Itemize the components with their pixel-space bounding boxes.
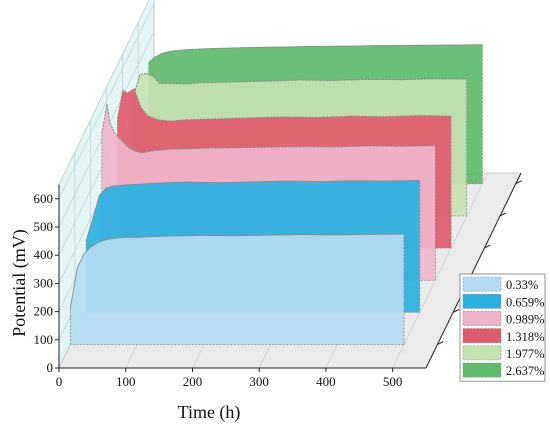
depth-tick-mark bbox=[484, 244, 491, 249]
legend-label: 0.659% bbox=[506, 295, 545, 309]
x-tick-label: 200 bbox=[183, 374, 203, 389]
series-area-1 bbox=[70, 233, 405, 346]
legend-label: 2.637% bbox=[506, 364, 545, 378]
series-line-2 bbox=[85, 179, 420, 241]
y-tick-label: 300 bbox=[34, 275, 54, 290]
series-line-1 bbox=[69, 233, 405, 308]
x-tick-label: 500 bbox=[383, 374, 403, 389]
y-tick-label: 0 bbox=[47, 360, 54, 375]
x-axis-title: Time (h) bbox=[178, 402, 241, 423]
legend-label: 0.33% bbox=[506, 278, 538, 292]
x-tick-label: 100 bbox=[116, 374, 136, 389]
x-tick-label: 400 bbox=[316, 374, 336, 389]
legend-swatch bbox=[462, 328, 502, 344]
series-line-4 bbox=[116, 88, 452, 122]
legend-label: 1.318% bbox=[506, 330, 545, 344]
legend-label: 1.977% bbox=[506, 347, 545, 361]
series-line-5 bbox=[132, 73, 467, 98]
x-tick-label: 0 bbox=[56, 374, 63, 389]
depth-tick-mark bbox=[499, 212, 507, 217]
y-tick-label: 100 bbox=[34, 332, 54, 347]
y-axis-title: Potential (mV) bbox=[9, 229, 30, 336]
series-line-3 bbox=[101, 103, 436, 154]
depth-tick-mark bbox=[452, 308, 460, 313]
series-line-6 bbox=[148, 44, 483, 63]
depth-axis-line bbox=[425, 172, 522, 369]
legend-label: 0.989% bbox=[506, 313, 545, 327]
y-tick-label: 600 bbox=[34, 191, 54, 206]
legend-swatch bbox=[462, 311, 502, 326]
legend-swatch bbox=[462, 345, 502, 361]
legend-swatch bbox=[462, 362, 502, 378]
y-tick-label: 400 bbox=[34, 247, 54, 262]
y-tick-label: 200 bbox=[34, 304, 54, 319]
depth-tick-mark bbox=[437, 341, 444, 346]
floor-gridline bbox=[392, 172, 488, 369]
y-tick-label: 500 bbox=[34, 219, 54, 234]
legend-swatch bbox=[462, 276, 502, 292]
legend-swatch bbox=[462, 293, 502, 309]
x-tick-label: 300 bbox=[249, 374, 269, 389]
depth-tick-mark bbox=[515, 180, 522, 185]
